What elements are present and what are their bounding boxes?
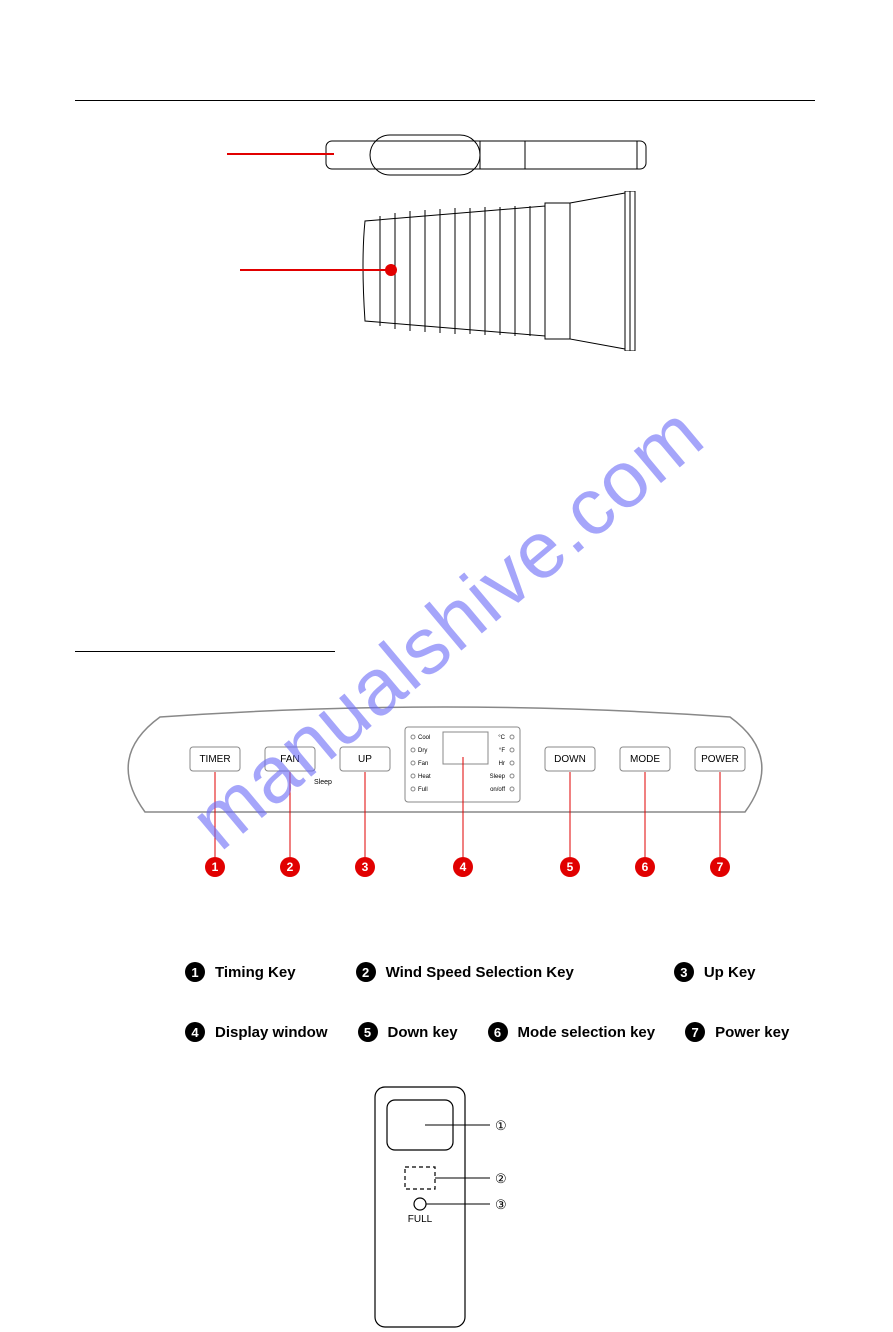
- svg-text:5: 5: [567, 860, 574, 874]
- svg-text:3: 3: [362, 860, 369, 874]
- badge-5: 5: [358, 1022, 378, 1042]
- svg-text:Fan: Fan: [418, 761, 428, 767]
- remote-callout-3: ③: [495, 1197, 507, 1212]
- badge-3: 3: [674, 962, 694, 982]
- legend-text-4: Display window: [215, 1024, 328, 1041]
- svg-text:°C: °C: [498, 735, 505, 741]
- svg-text:4: 4: [460, 860, 467, 874]
- svg-text:2: 2: [287, 860, 294, 874]
- legend-item-3: 3 Up Key: [674, 962, 756, 982]
- btn-label-mode: MODE: [630, 754, 660, 765]
- badge-2: 2: [356, 962, 376, 982]
- legend-text-5: Down key: [388, 1024, 458, 1041]
- remote-diagram: FULL ① ② ③: [75, 1082, 815, 1332]
- control-panel-svg: TIMER FAN Sleep UP Cool Dry Fan Heat Ful…: [105, 702, 785, 902]
- remote-callout-2: ②: [495, 1171, 507, 1186]
- accessory-diagrams: [75, 121, 815, 361]
- btn-label-power: POWER: [701, 754, 739, 765]
- exhaust-hose-diagram: [355, 191, 645, 351]
- legend-item-1: 1 Timing Key: [185, 962, 296, 982]
- pointer-line-window-kit: [227, 153, 334, 155]
- svg-text:7: 7: [717, 860, 724, 874]
- horizontal-rule-section: [75, 651, 335, 652]
- badge-7: 7: [685, 1022, 705, 1042]
- svg-text:Heat: Heat: [418, 774, 431, 780]
- svg-text:on/off: on/off: [490, 787, 505, 793]
- pointer-dot-hose: [385, 264, 397, 276]
- btn-label-up: UP: [358, 754, 372, 765]
- control-panel-figure: TIMER FAN Sleep UP Cool Dry Fan Heat Ful…: [75, 702, 815, 902]
- svg-text:Full: Full: [418, 787, 428, 793]
- badge-6: 6: [488, 1022, 508, 1042]
- badge-1: 1: [185, 962, 205, 982]
- badge-4: 4: [185, 1022, 205, 1042]
- svg-text:1: 1: [212, 860, 219, 874]
- legend-text-3: Up Key: [704, 964, 756, 981]
- remote-full-label: FULL: [408, 1214, 433, 1225]
- legend-text-7: Power key: [715, 1024, 789, 1041]
- btn-label-down: DOWN: [554, 754, 586, 765]
- svg-text:Dry: Dry: [418, 748, 427, 754]
- svg-text:Sleep: Sleep: [490, 774, 506, 780]
- svg-text:Cool: Cool: [418, 735, 430, 741]
- svg-text:°F: °F: [499, 748, 505, 754]
- legend-item-7: 7 Power key: [685, 1022, 789, 1042]
- legend-item-2: 2 Wind Speed Selection Key: [356, 962, 574, 982]
- legend-text-6: Mode selection key: [518, 1024, 656, 1041]
- pointer-line-hose: [240, 269, 390, 271]
- legend: 1 Timing Key 2 Wind Speed Selection Key …: [75, 962, 815, 1042]
- horizontal-rule-top: [75, 100, 815, 101]
- svg-text:6: 6: [642, 860, 649, 874]
- legend-item-6: 6 Mode selection key: [488, 1022, 656, 1042]
- legend-item-4: 4 Display window: [185, 1022, 328, 1042]
- btn-label-fan: FAN: [280, 754, 299, 765]
- legend-text-1: Timing Key: [215, 964, 296, 981]
- btn-label-timer: TIMER: [199, 754, 230, 765]
- legend-item-5: 5 Down key: [358, 1022, 458, 1042]
- legend-text-2: Wind Speed Selection Key: [386, 964, 574, 981]
- window-kit-diagram: [325, 131, 655, 181]
- svg-text:Hr: Hr: [499, 761, 505, 767]
- remote-callout-1: ①: [495, 1118, 507, 1133]
- btn-sublabel-sleep: Sleep: [314, 779, 332, 786]
